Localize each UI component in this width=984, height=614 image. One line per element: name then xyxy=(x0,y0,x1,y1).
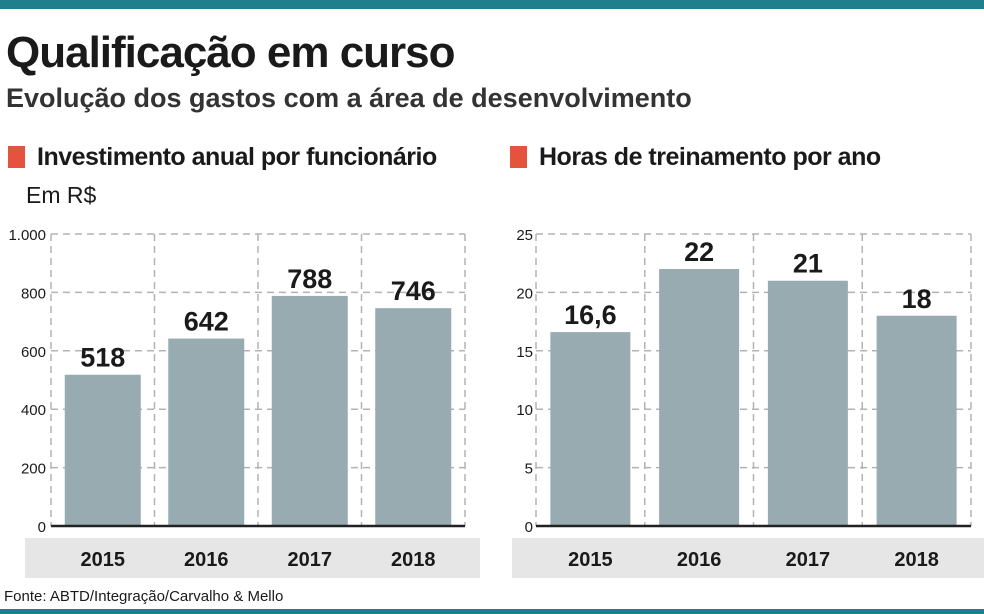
y-tick-label: 800 xyxy=(21,285,46,302)
chart-1-marker xyxy=(8,146,25,168)
category-label: 2018 xyxy=(894,549,939,571)
bar-2015 xyxy=(64,374,141,526)
chart-2-marker xyxy=(510,146,527,168)
y-tick-label: 20 xyxy=(516,285,533,302)
chart-1-plot: 0 200 400 600 800 1.000 518 2015 642 2016 788 2017 7… xyxy=(8,227,480,578)
value-label: 746 xyxy=(391,276,436,306)
value-label: 788 xyxy=(287,264,332,294)
value-label: 16,6 xyxy=(564,300,617,330)
bar-2018 xyxy=(876,315,957,526)
y-tick-label: 0 xyxy=(38,519,46,536)
source-note: Fonte: ABTD/Integração/Carvalho & Mello xyxy=(4,588,284,605)
top-accent-bar xyxy=(0,0,984,9)
y-tick-label: 600 xyxy=(21,344,46,361)
category-label: 2015 xyxy=(568,549,613,571)
category-label: 2015 xyxy=(81,549,126,571)
value-label: 642 xyxy=(184,307,229,337)
category-label: 2016 xyxy=(184,549,229,571)
category-label: 2017 xyxy=(786,549,831,571)
y-tick-label: 15 xyxy=(516,344,533,361)
y-tick-label: 25 xyxy=(516,227,533,244)
y-tick-label: 5 xyxy=(525,461,533,478)
chart-2-category-band xyxy=(512,538,984,578)
category-label: 2017 xyxy=(288,549,333,571)
chart-1-header: Investimento anual por funcionário xyxy=(8,140,437,174)
bar-2016 xyxy=(659,269,740,526)
bar-2017 xyxy=(767,280,848,526)
bottom-accent-bar xyxy=(0,609,984,614)
y-tick-label: 1.000 xyxy=(8,227,46,244)
chart-2-header: Horas de treinamento por ano xyxy=(510,140,881,174)
bar-2016 xyxy=(168,338,245,526)
chart-1-category-band xyxy=(25,538,480,578)
bar-2017 xyxy=(271,295,348,526)
category-label: 2016 xyxy=(677,549,722,571)
chart-2-title: Horas de treinamento por ano xyxy=(539,142,881,171)
value-label: 21 xyxy=(793,249,823,279)
y-tick-label: 0 xyxy=(525,519,533,536)
y-tick-label: 200 xyxy=(21,461,46,478)
bar-2018 xyxy=(375,308,452,526)
value-label: 22 xyxy=(684,237,714,267)
bar-2015 xyxy=(550,332,631,526)
value-label: 518 xyxy=(80,343,125,373)
chart-2-plot: 0 5 10 15 20 25 16,6 2015 22 2016 21 2017 18 2018 xyxy=(512,227,984,578)
value-label: 18 xyxy=(902,284,932,314)
page-subtitle: Evolução dos gastos com a área de desenv… xyxy=(6,83,692,113)
chart-1-unit: Em R$ xyxy=(26,182,97,208)
chart-1-title: Investimento anual por funcionário xyxy=(37,142,437,171)
y-tick-label: 10 xyxy=(516,402,533,419)
page-title: Qualificação em curso xyxy=(6,28,456,77)
category-label: 2018 xyxy=(391,549,436,571)
y-tick-label: 400 xyxy=(21,402,46,419)
